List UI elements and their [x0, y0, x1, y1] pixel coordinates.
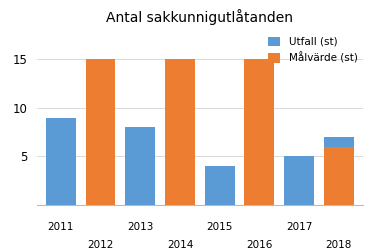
Text: 2013: 2013 [127, 222, 154, 232]
Text: 2011: 2011 [48, 222, 74, 232]
Text: 2016: 2016 [246, 240, 273, 250]
Text: 2012: 2012 [87, 240, 114, 250]
Bar [284, 156, 314, 205]
Bar [125, 127, 155, 205]
Bar [324, 147, 354, 205]
Bar [46, 118, 76, 205]
Bar [165, 59, 195, 205]
Legend: Utfall (st), Målvärde (st): Utfall (st), Målvärde (st) [265, 34, 361, 66]
Bar [245, 98, 274, 205]
Text: 2018: 2018 [326, 240, 352, 250]
Bar [85, 59, 115, 205]
Text: 2017: 2017 [286, 222, 312, 232]
Text: 2014: 2014 [167, 240, 193, 250]
Text: 2015: 2015 [206, 222, 233, 232]
Bar [205, 166, 235, 205]
Title: Antal sakkunnigutlåtanden: Antal sakkunnigutlåtanden [106, 9, 293, 25]
Bar [245, 59, 274, 205]
Bar [324, 137, 354, 205]
